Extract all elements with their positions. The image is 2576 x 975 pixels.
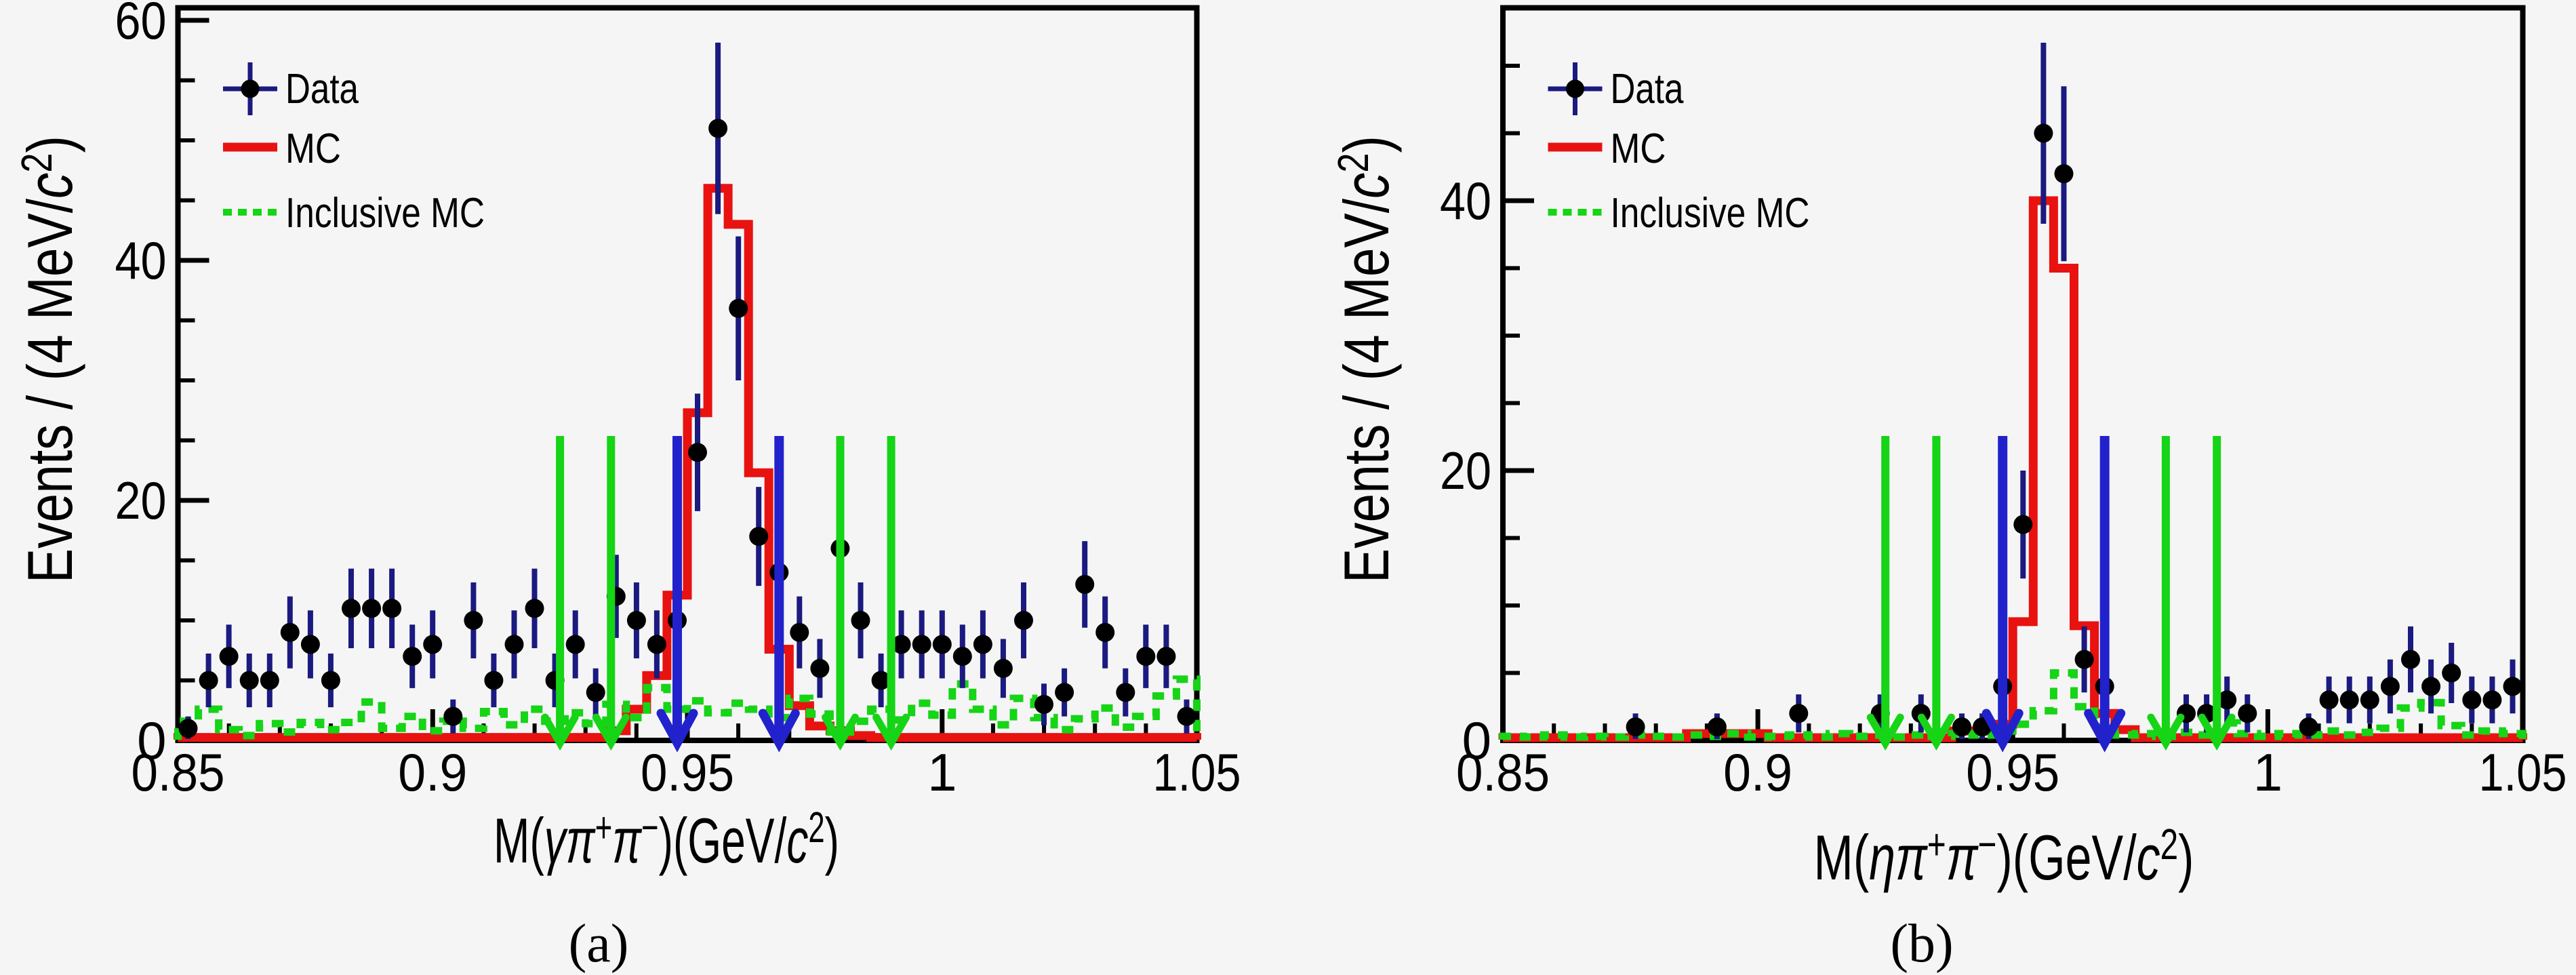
svg-text:0.85: 0.85 (132, 742, 225, 802)
svg-text:0: 0 (1462, 711, 1491, 770)
svg-text:0.9: 0.9 (1723, 742, 1792, 802)
svg-text:MC: MC (1611, 125, 1666, 172)
svg-text:40: 40 (115, 231, 167, 290)
svg-text:(b): (b) (1890, 914, 1953, 974)
svg-text:Data: Data (285, 66, 359, 113)
svg-text:Events / (4 MeV/c2): Events / (4 MeV/c2) (1329, 136, 1402, 583)
svg-text:20: 20 (115, 471, 167, 530)
svg-text:M(ηπ+π−)(GeV/c2): M(ηπ+π−)(GeV/c2) (1814, 820, 2194, 893)
svg-text:0.9: 0.9 (398, 742, 467, 802)
svg-text:60: 60 (115, 0, 167, 50)
svg-text:1.05: 1.05 (1153, 742, 1241, 802)
svg-text:1: 1 (2253, 742, 2282, 802)
svg-text:0: 0 (137, 711, 166, 770)
svg-text:1.05: 1.05 (2479, 742, 2567, 802)
svg-text:40: 40 (1440, 171, 1491, 231)
svg-text:Data: Data (1611, 66, 1684, 113)
svg-text:MC: MC (285, 125, 341, 172)
svg-text:(a): (a) (569, 914, 629, 974)
svg-text:Inclusive MC: Inclusive MC (285, 190, 485, 237)
svg-text:0.85: 0.85 (1456, 742, 1550, 802)
svg-text:Events / (4 MeV/c2): Events / (4 MeV/c2) (12, 136, 85, 583)
svg-text:20: 20 (1440, 441, 1491, 500)
svg-text:0.95: 0.95 (641, 742, 734, 802)
svg-text:Inclusive MC: Inclusive MC (1611, 190, 1810, 237)
svg-text:0.95: 0.95 (1966, 742, 2059, 802)
svg-text:M(γπ+π−)(GeV/c2): M(γπ+π−)(GeV/c2) (494, 803, 839, 876)
svg-text:1: 1 (927, 742, 957, 802)
